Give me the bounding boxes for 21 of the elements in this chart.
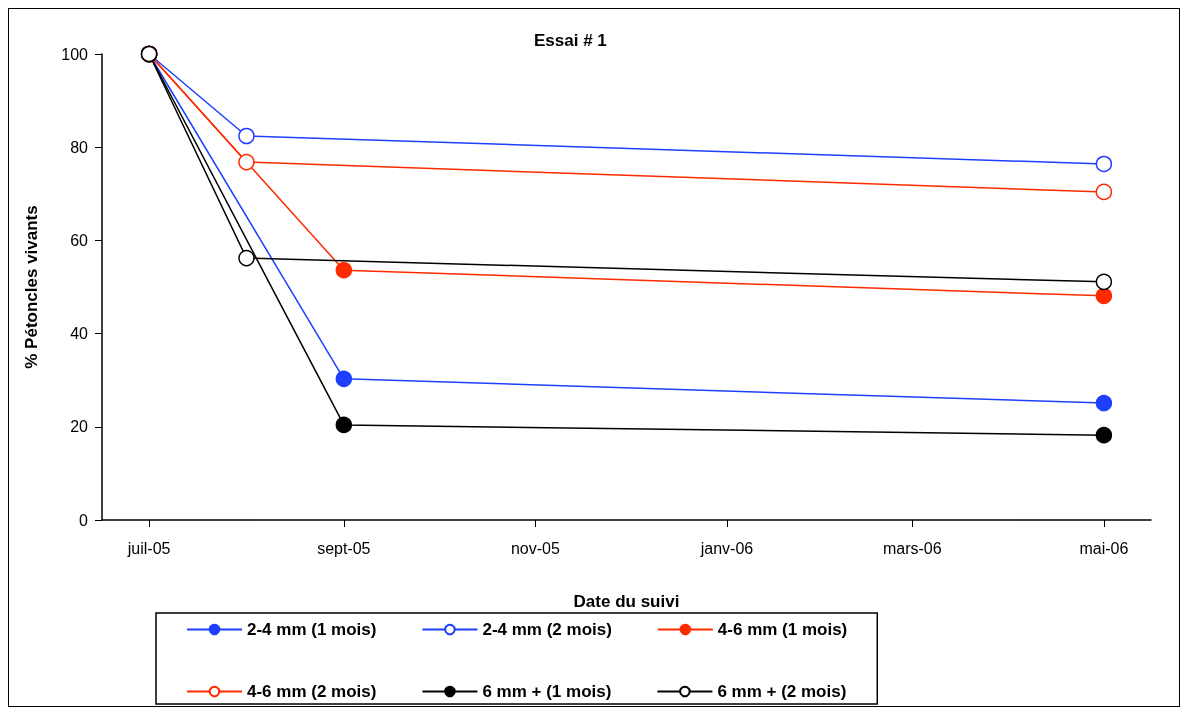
y-tick-label: 40	[70, 325, 89, 343]
legend-label: 6 mm + (1 mois)	[482, 682, 612, 701]
x-axis-title: Date du suivi	[573, 592, 680, 611]
y-tick-label: 60	[70, 231, 89, 249]
x-tick-label: mars-06	[882, 539, 942, 557]
y-tick-label: 20	[70, 418, 89, 436]
x-tick-label: nov-05	[510, 539, 560, 557]
legend-label: 2-4 mm (1 mois)	[247, 620, 377, 639]
legend-label: 6 mm + (2 mois)	[717, 682, 847, 701]
x-tick-label: mai-06	[1079, 539, 1129, 557]
legend-label: 4-6 mm (2 mois)	[247, 682, 377, 701]
x-tick-label: sept-05	[317, 539, 371, 557]
y-tick-label: 100	[61, 45, 89, 63]
y-tick-label: 0	[79, 511, 89, 529]
x-tick-label: janv-06	[699, 539, 754, 557]
chart-title: Essai # 1	[534, 31, 607, 50]
x-tick-label: juil-05	[126, 539, 171, 557]
legend-label: 2-4 mm (2 mois)	[482, 620, 612, 639]
y-axis-title: % Pétoncles vivants	[22, 205, 41, 369]
legend-label: 4-6 mm (1 mois)	[717, 620, 848, 639]
y-tick-label: 80	[70, 138, 89, 156]
